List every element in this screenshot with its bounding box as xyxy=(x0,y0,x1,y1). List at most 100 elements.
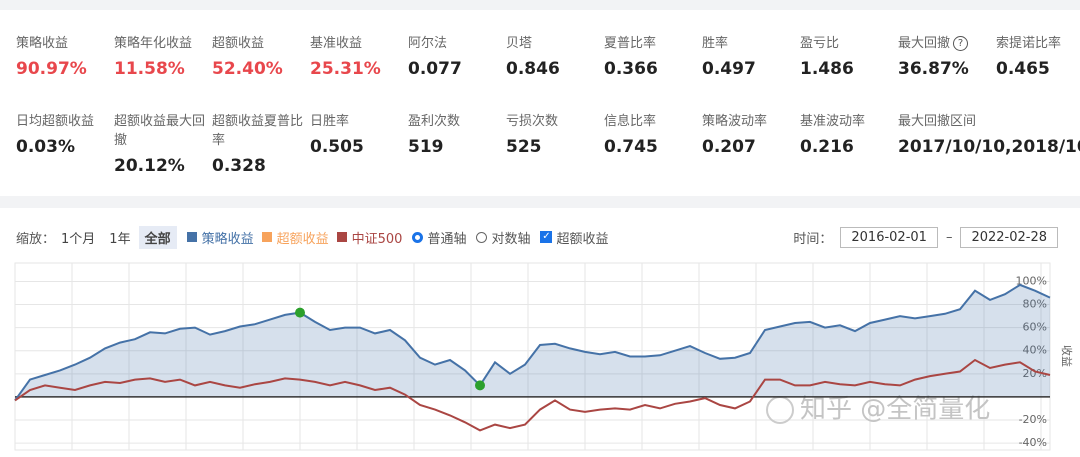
metric-label: 信息比率 xyxy=(604,112,700,131)
line xyxy=(14,283,1051,401)
zoom-button[interactable]: 1年 xyxy=(109,231,131,247)
metric-value: 20.12% xyxy=(114,156,185,176)
metric-label: 盈利次数 xyxy=(408,112,504,131)
metric: 最大回撤区间 2017/10/10,2018/10 xyxy=(898,112,1080,190)
metric-value: 52.40% xyxy=(212,59,283,79)
toolbar: 缩放： 1个月 1年 全部 策略收益 超额收益 中证500 普通轴 对数轴 ✓ 超额收益… xyxy=(16,225,1066,249)
metric-row: 日均超额收益 0.03% 超额收益最大回撤 20.12% 超额收益夏普比率 0.328 日胜… xyxy=(16,112,1080,190)
label-text: 日胜率 xyxy=(310,114,350,129)
metric-label: 基准波动率 xyxy=(800,112,896,131)
plot-border xyxy=(14,262,1051,451)
label-text: 基准收益 xyxy=(310,36,363,51)
metric: 日胜率 0.505 xyxy=(310,112,408,190)
metric-value: 0.207 xyxy=(702,137,756,157)
legend-item[interactable]: 超额收益 xyxy=(261,228,329,247)
y-tick-label: 20% xyxy=(1023,367,1047,380)
axis-option[interactable]: 普通轴 xyxy=(427,231,467,247)
y-axis-label: 收益 xyxy=(1060,345,1074,367)
metric-value: 0.846 xyxy=(506,59,560,79)
top-bar xyxy=(0,0,1080,10)
label-text: 胜率 xyxy=(702,36,729,51)
metric-label: 超额收益 xyxy=(212,34,308,53)
metric-label: 日均超额收益 xyxy=(16,112,112,131)
label-text: 盈利次数 xyxy=(408,114,461,129)
metric: 夏普比率 0.366 xyxy=(604,34,702,112)
drawdown-marker xyxy=(295,307,305,318)
label-text: 策略收益 xyxy=(16,36,69,51)
metric: 阿尔法 0.077 xyxy=(408,34,506,112)
y-tick-label: 100% xyxy=(1016,274,1047,287)
time-label: 时间： xyxy=(793,231,833,247)
label-text: 基准波动率 xyxy=(800,114,866,129)
metric-label: 最大回撤? xyxy=(898,34,994,53)
metric: 策略波动率 0.207 xyxy=(702,112,800,190)
metric: 超额收益最大回撤 20.12% xyxy=(114,112,212,190)
watermark: 知乎 @全简量化 xyxy=(800,395,990,425)
axis-option[interactable]: 对数轴 xyxy=(491,231,531,247)
metric-value: 519 xyxy=(408,137,444,157)
watermark-logo xyxy=(766,396,794,424)
checkbox[interactable]: ✓ xyxy=(540,231,553,243)
label-text: 最大回撤区间 xyxy=(898,114,977,129)
radio-normal[interactable] xyxy=(412,231,424,243)
label-text: 贝塔 xyxy=(506,36,533,51)
metric-value: 0.216 xyxy=(800,137,854,157)
label-text: 索提诺比率 xyxy=(996,36,1062,51)
label-text: 阿尔法 xyxy=(408,36,448,51)
metric: 亏损次数 525 xyxy=(506,112,604,190)
drawdown-marker xyxy=(475,380,485,391)
radio-log[interactable] xyxy=(476,231,488,243)
label-text: 超额收益夏普比率 xyxy=(212,114,304,148)
separator xyxy=(0,196,1080,208)
y-tick-label: 40% xyxy=(1023,344,1047,357)
metric-label: 策略波动率 xyxy=(702,112,798,131)
metric-value: 90.97% xyxy=(16,59,87,79)
metric-value: 1.486 xyxy=(800,59,854,79)
legend-label: 超额收益 xyxy=(276,231,329,247)
date-separator: – xyxy=(945,229,953,245)
metric-label: 基准收益 xyxy=(310,34,406,53)
zoom-button[interactable]: 1个月 xyxy=(61,231,96,247)
metric-value: 2017/10/10,2018/10 xyxy=(898,137,1080,157)
metric-label: 最大回撤区间 xyxy=(898,112,994,131)
metrics-panel: 策略收益 90.97% 策略年化收益 11.58% 超额收益 52.40% 基准收益 25.3… xyxy=(16,34,1080,190)
metric-label: 策略年化收益 xyxy=(114,34,210,53)
metric: 索提诺比率 0.465 xyxy=(996,34,1080,112)
label-text: 信息比率 xyxy=(604,114,657,129)
metric: 信息比率 0.745 xyxy=(604,112,702,190)
metric-value: 0.077 xyxy=(408,59,462,79)
metric-value: 11.58% xyxy=(114,59,185,79)
metric-label: 贝塔 xyxy=(506,34,602,53)
label-text: 最大回撤 xyxy=(898,36,951,51)
help-icon[interactable]: ? xyxy=(953,36,969,51)
legend-swatch xyxy=(261,232,272,242)
metric-label: 日胜率 xyxy=(310,112,406,131)
legend-label: 中证500 xyxy=(351,231,403,247)
metric-value: 525 xyxy=(506,137,542,157)
label-text: 策略波动率 xyxy=(702,114,768,129)
metric: 超额收益夏普比率 0.328 xyxy=(212,112,310,190)
metric-value: 0.497 xyxy=(702,59,756,79)
label-text: 超额收益 xyxy=(212,36,265,51)
metric-row: 策略收益 90.97% 策略年化收益 11.58% 超额收益 52.40% 基准收益 25.3… xyxy=(16,34,1080,112)
metric: 策略收益 90.97% xyxy=(16,34,114,112)
metric-value: 0.366 xyxy=(604,59,658,79)
y-tick-label: -20% xyxy=(1019,413,1047,426)
start-date[interactable]: 2016-02-01 xyxy=(840,226,938,248)
end-date[interactable]: 2022-02-28 xyxy=(960,226,1058,248)
label-text: 策略年化收益 xyxy=(114,36,193,51)
metric-label: 胜率 xyxy=(702,34,798,53)
label-text: 夏普比率 xyxy=(604,36,657,51)
metric: 基准收益 25.31% xyxy=(310,34,408,112)
metric: 超额收益 52.40% xyxy=(212,34,310,112)
metric-value: 0.03% xyxy=(16,137,75,157)
legend-item[interactable]: 中证500 xyxy=(336,228,403,247)
zoom-button[interactable]: 全部 xyxy=(138,225,177,249)
excess-toggle[interactable]: 超额收益 xyxy=(556,231,609,247)
metric: 基准波动率 0.216 xyxy=(800,112,898,190)
metric-value: 0.745 xyxy=(604,137,658,157)
legend-item[interactable]: 策略收益 xyxy=(186,228,254,247)
metric: 最大回撤? 36.87% xyxy=(898,34,996,112)
metric-label: 索提诺比率 xyxy=(996,34,1080,53)
